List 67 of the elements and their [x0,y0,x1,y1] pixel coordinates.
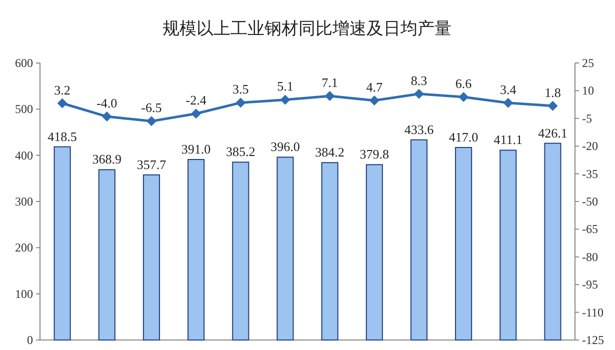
data-label: 6.6 [455,76,472,91]
y-tick-label: 500 [15,102,33,116]
bar [366,164,383,340]
data-label: -6.5 [141,100,162,116]
data-label: 433.6 [404,122,434,137]
bar [544,142,562,340]
data-label: 396.0 [270,139,300,154]
bar [500,150,517,340]
data-label: -4.0 [96,96,118,111]
y2-tick-label: -95 [582,278,598,292]
point [146,116,156,126]
y2-tick-label: -35 [582,166,598,181]
point [414,88,424,99]
point [236,98,246,108]
data-label: 368.9 [92,152,122,167]
data-label: 379.8 [360,146,389,162]
y2-tick-label: 25 [582,56,594,70]
data-label: 3.5 [232,82,249,97]
data-label: 5.1 [277,78,294,94]
y2-tick-label: 10 [582,84,594,98]
data-label: 426.1 [538,125,568,140]
point [324,91,335,102]
y-tick-label: 200 [15,240,33,255]
bar [232,162,250,340]
data-label: 357.7 [136,156,167,172]
data-label: 8.3 [410,72,428,88]
y-tick-label: 300 [15,194,33,208]
point [548,100,558,111]
point [191,108,202,119]
y2-tick-label: -125 [582,333,604,347]
y-tick-label: 100 [15,286,33,301]
data-label: 417.0 [448,129,478,144]
data-label: 384.2 [315,144,344,160]
point [369,95,380,106]
data-label: 411.1 [494,132,523,148]
point [57,98,68,108]
point [102,112,112,122]
data-label: 391.0 [181,141,211,156]
y2-tick-label: -20 [582,139,598,154]
bar [410,139,428,340]
y2-tick-label: -50 [582,194,598,208]
y2-tick-label: -5 [582,111,592,126]
y2-tick-label: -110 [582,305,604,320]
y-tick-label: 0 [27,333,33,347]
bar [455,146,472,340]
bar [188,158,205,340]
bar [98,169,116,340]
y-tick-label: 400 [15,148,33,162]
point [503,98,514,108]
data-label: 385.2 [226,144,256,160]
data-label: 418.5 [48,128,77,144]
y2-tick-label: -65 [582,222,598,236]
data-label: 4.7 [366,79,383,94]
point [280,94,290,105]
chart-title: 规模以上工业钢材同比增速及日均产量 [162,19,452,38]
y2-tick-label: -80 [582,250,598,264]
bar [142,174,160,340]
data-label: 7.1 [322,75,338,90]
bar [54,146,71,340]
data-label: -2.4 [186,92,207,108]
bar [276,156,294,340]
data-label: 1.8 [544,84,561,100]
bar [321,162,338,340]
y-tick-label: 600 [15,56,33,70]
data-label: 3.4 [500,82,517,97]
point [458,92,469,102]
data-label: 3.2 [54,82,70,98]
